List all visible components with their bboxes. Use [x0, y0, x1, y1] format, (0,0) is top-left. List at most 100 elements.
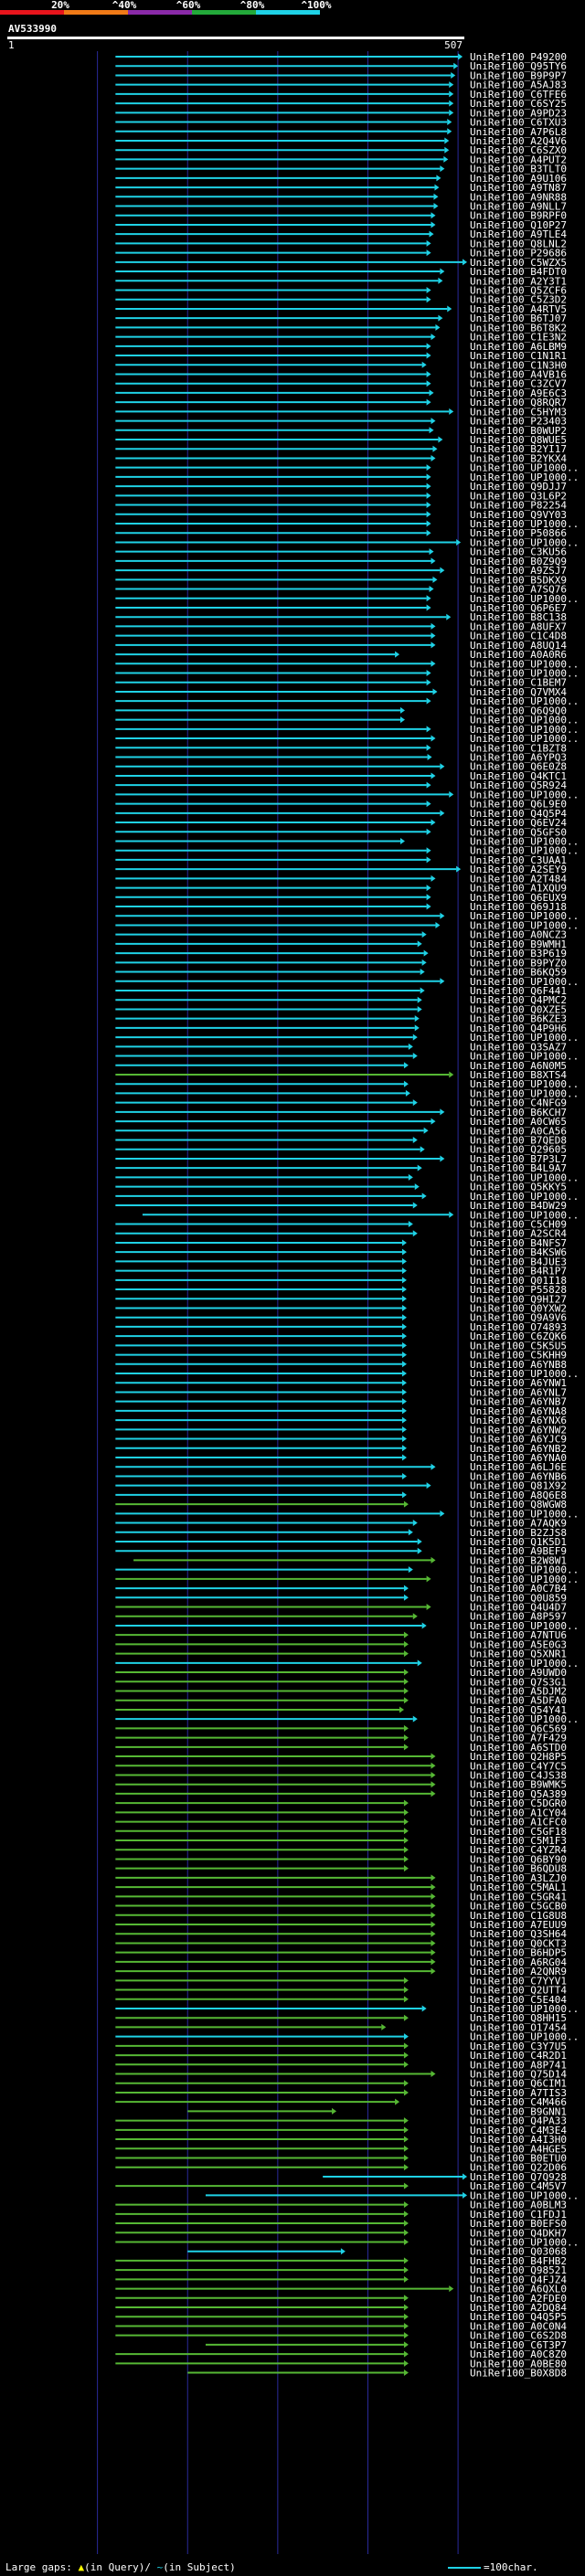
- hit-label[interactable]: UniRef100_Q6L9E0: [470, 799, 567, 811]
- hit-label[interactable]: UniRef100_Q8LNL2: [470, 238, 567, 249]
- hit-label[interactable]: UniRef100_B0X8D8: [470, 2368, 567, 2380]
- hit-label[interactable]: UniRef100_C1N1R1: [470, 350, 567, 362]
- hit-label[interactable]: UniRef100_B6QDU8: [470, 1863, 567, 1875]
- hit-label[interactable]: UniRef100_Q9A9V6: [470, 1312, 567, 1324]
- hit-label[interactable]: UniRef100_A9TN87: [470, 182, 567, 194]
- hit-label[interactable]: UniRef100_Q0CKT3: [470, 1937, 567, 1949]
- hit-label[interactable]: UniRef100_Q4PA33: [470, 2115, 567, 2127]
- hit-label[interactable]: UniRef100_B4KSW6: [470, 1246, 567, 1258]
- hit-label[interactable]: UniRef100_Q6BY90: [470, 1853, 567, 1865]
- hit-label[interactable]: UniRef100_A7TIS3: [470, 2087, 567, 2099]
- hit-label[interactable]: UniRef100_B4DW29: [470, 1200, 567, 1212]
- hit-label[interactable]: UniRef100_Q5KKY5: [470, 1182, 567, 1193]
- hit-label[interactable]: UniRef100_UP1000..: [470, 1209, 579, 1221]
- hit-label[interactable]: UniRef100_C1C4D8: [470, 631, 567, 642]
- hit-label[interactable]: UniRef100_A0NCZ3: [470, 929, 567, 941]
- hit-label[interactable]: UniRef100_UP1000..: [470, 668, 579, 680]
- hit-label[interactable]: UniRef100_C5Z3D2: [470, 294, 567, 306]
- hit-label[interactable]: UniRef100_Q0YXW2: [470, 1302, 567, 1314]
- hit-label[interactable]: UniRef100_Q8WGW8: [470, 1499, 567, 1511]
- hit-label[interactable]: UniRef100_UP1000..: [470, 695, 579, 707]
- hit-label[interactable]: UniRef100_A0C7B4: [470, 1583, 567, 1595]
- hit-label[interactable]: UniRef100_Q3L6P2: [470, 490, 567, 502]
- hit-label[interactable]: UniRef100_Q22D06: [470, 2162, 567, 2174]
- hit-label[interactable]: UniRef100_C6SY25: [470, 98, 567, 110]
- hit-label[interactable]: UniRef100_A9UWD0: [470, 1667, 567, 1679]
- hit-label[interactable]: UniRef100_C4M466: [470, 2096, 567, 2108]
- hit-label[interactable]: UniRef100_Q8HH15: [470, 2012, 567, 2024]
- hit-label[interactable]: UniRef100_A6YNW2: [470, 1424, 567, 1436]
- hit-label[interactable]: UniRef100_A9NR88: [470, 191, 567, 203]
- hit-label[interactable]: UniRef100_A6RG04: [470, 1956, 567, 1968]
- hit-label[interactable]: UniRef100_B0ETU0: [470, 2153, 567, 2165]
- hit-label[interactable]: UniRef100_C1BZT8: [470, 742, 567, 754]
- hit-label[interactable]: UniRef100_Q4Q5P4: [470, 808, 567, 820]
- hit-label[interactable]: UniRef100_Q9VY03: [470, 509, 567, 521]
- hit-label[interactable]: UniRef100_O74893: [470, 1321, 567, 1333]
- hit-label[interactable]: UniRef100_A8P741: [470, 2059, 567, 2071]
- hit-label[interactable]: UniRef100_A7P6L8: [470, 126, 567, 138]
- hit-label[interactable]: UniRef100_C6ZQK6: [470, 1330, 567, 1342]
- hit-label[interactable]: UniRef100_Q0XZE5: [470, 1003, 567, 1015]
- hit-label[interactable]: UniRef100_B9PYZ0: [470, 957, 567, 969]
- hit-label[interactable]: UniRef100_B4R1P7: [470, 1266, 567, 1277]
- hit-label[interactable]: UniRef100_UP1000..: [470, 1051, 579, 1063]
- hit-label[interactable]: UniRef100_Q4DKH7: [470, 2227, 567, 2239]
- hit-label[interactable]: UniRef100_Q4U4D7: [470, 1602, 567, 1614]
- hit-label[interactable]: UniRef100_UP1000..: [470, 845, 579, 857]
- hit-label[interactable]: UniRef100_A4I3H0: [470, 2134, 567, 2146]
- hit-label[interactable]: UniRef100_C5DGR0: [470, 1797, 567, 1809]
- hit-label[interactable]: UniRef100_A1XQU9: [470, 883, 567, 895]
- hit-label[interactable]: UniRef100_B8C138: [470, 611, 567, 623]
- hit-label[interactable]: UniRef100_B7P3L7: [470, 1153, 567, 1165]
- hit-label[interactable]: UniRef100_Q4Q5P5: [470, 2311, 567, 2323]
- hit-label[interactable]: UniRef100_C5E404: [470, 1994, 567, 2006]
- hit-label[interactable]: UniRef100_C4M3E4: [470, 2125, 567, 2136]
- hit-label[interactable]: UniRef100_B4NFS7: [470, 1237, 567, 1249]
- hit-label[interactable]: UniRef100_Q81X92: [470, 1480, 567, 1492]
- hit-label[interactable]: UniRef100_A6YNB2: [470, 1443, 567, 1455]
- hit-label[interactable]: UniRef100_A8UFX7: [470, 620, 567, 632]
- hit-label[interactable]: UniRef100_C4M5V7: [470, 2180, 567, 2192]
- hit-label[interactable]: UniRef100_Q0U859: [470, 1592, 567, 1604]
- hit-label[interactable]: UniRef100_A4RTV5: [470, 303, 567, 315]
- hit-label[interactable]: UniRef100_A6YNX6: [470, 1415, 567, 1426]
- hit-label[interactable]: UniRef100_A0CW65: [470, 1116, 567, 1128]
- hit-label[interactable]: UniRef100_C6TFE6: [470, 89, 567, 101]
- hit-label[interactable]: UniRef100_A7SQ76: [470, 584, 567, 596]
- hit-label[interactable]: UniRef100_C4NFG9: [470, 1097, 567, 1109]
- hit-label[interactable]: UniRef100_A5DFA0: [470, 1695, 567, 1707]
- hit-label[interactable]: UniRef100_C1G8U8: [470, 1910, 567, 1922]
- hit-label[interactable]: UniRef100_B0WUP2: [470, 425, 567, 437]
- hit-label[interactable]: UniRef100_UP1000..: [470, 1032, 579, 1044]
- hit-label[interactable]: UniRef100_UP1000..: [470, 1564, 579, 1576]
- hit-label[interactable]: UniRef100_UP1000..: [470, 976, 579, 988]
- hit-label[interactable]: UniRef100_B8XTS4: [470, 1069, 567, 1081]
- hit-label[interactable]: UniRef100_A6LBM9: [470, 341, 567, 353]
- hit-label[interactable]: UniRef100_A5E0G3: [470, 1638, 567, 1650]
- hit-label[interactable]: UniRef100_UP1000..: [470, 715, 579, 726]
- hit-label[interactable]: UniRef100_A7AQK9: [470, 1518, 567, 1530]
- hit-label[interactable]: UniRef100_UP1000..: [470, 593, 579, 605]
- hit-label[interactable]: UniRef100_C1FDJ1: [470, 2209, 567, 2221]
- hit-label[interactable]: UniRef100_C6T3P7: [470, 2339, 567, 2351]
- hit-label[interactable]: UniRef100_Q5A389: [470, 1788, 567, 1800]
- hit-label[interactable]: UniRef100_A6YNW1: [470, 1377, 567, 1389]
- hit-label[interactable]: UniRef100_A7NTU6: [470, 1629, 567, 1641]
- hit-label[interactable]: UniRef100_Q6CIM1: [470, 2078, 567, 2090]
- hit-label[interactable]: UniRef100_UP1000..: [470, 910, 579, 922]
- hit-label[interactable]: UniRef100_Q4FJZ4: [470, 2274, 567, 2285]
- hit-label[interactable]: UniRef100_C5GCB0: [470, 1901, 567, 1913]
- hit-label[interactable]: UniRef100_B4FHB2: [470, 2255, 567, 2267]
- hit-label[interactable]: UniRef100_A8P597: [470, 1611, 567, 1623]
- hit-label[interactable]: UniRef100_Q69J18: [470, 901, 567, 913]
- hit-label[interactable]: UniRef100_Q29605: [470, 1144, 567, 1156]
- hit-label[interactable]: UniRef100_Q5XNR1: [470, 1648, 567, 1660]
- hit-label[interactable]: UniRef100_Q9HI27: [470, 1293, 567, 1305]
- hit-label[interactable]: UniRef100_B9WMH1: [470, 938, 567, 950]
- hit-label[interactable]: UniRef100_C5M1F3: [470, 1835, 567, 1847]
- hit-label[interactable]: UniRef100_A0BE80: [470, 2358, 567, 2369]
- hit-label[interactable]: UniRef100_B9RPF0: [470, 210, 567, 222]
- hit-label[interactable]: UniRef100_C4R2D1: [470, 2050, 567, 2062]
- hit-label[interactable]: UniRef100_Q3SAZ7: [470, 1041, 567, 1053]
